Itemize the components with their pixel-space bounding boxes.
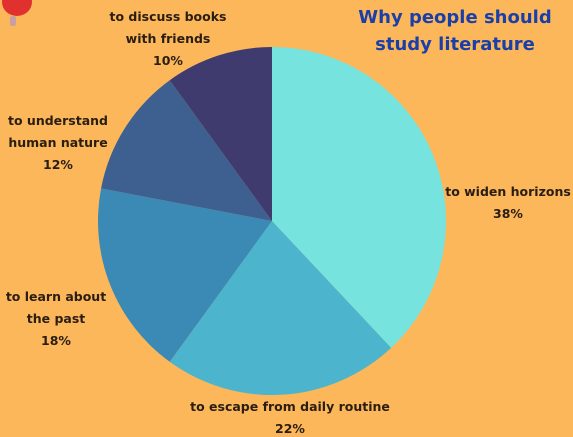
pushpin-icon (2, 0, 32, 16)
pie-slice-learn-past (97, 188, 272, 362)
slice-label-text: to escape from daily routine (190, 399, 390, 414)
pie-slice-escape-routine (169, 221, 392, 395)
chart-title-line-2: study literature (375, 34, 535, 55)
pushpin-needle-icon (10, 16, 16, 26)
slice-label-text: the past (26, 311, 86, 326)
slice-label-text: to widen horizons (445, 184, 571, 199)
chart-title-line-1: Why people should (358, 7, 552, 28)
pie-slice-human-nature (101, 80, 272, 221)
pie-slice-widen-horizons (272, 47, 446, 348)
slice-label-text: to discuss books (109, 9, 227, 24)
slice-value-label: 18% (41, 333, 71, 348)
slice-value-label: 12% (43, 157, 73, 172)
pie-slice-discuss-books (169, 47, 272, 221)
slice-label-human-nature: to understand human nature 12% (2, 110, 114, 176)
slice-label-widen-horizons: to widen horizons 38% (444, 181, 572, 225)
slice-label-text: to understand (8, 113, 108, 128)
slice-value-label: 10% (153, 53, 183, 68)
slice-label-text: human nature (8, 135, 108, 150)
slice-label-text: with friends (125, 31, 211, 46)
slice-label-escape-routine: to escape from daily routine 22% (165, 396, 415, 437)
slice-value-label: 22% (275, 421, 305, 436)
slice-label-discuss-books: to discuss books with friends 10% (100, 6, 236, 72)
slice-label-text: to learn about (5, 289, 107, 304)
slice-value-label: 38% (493, 206, 523, 221)
slice-label-learn-past: to learn about the past 18% (2, 286, 110, 352)
